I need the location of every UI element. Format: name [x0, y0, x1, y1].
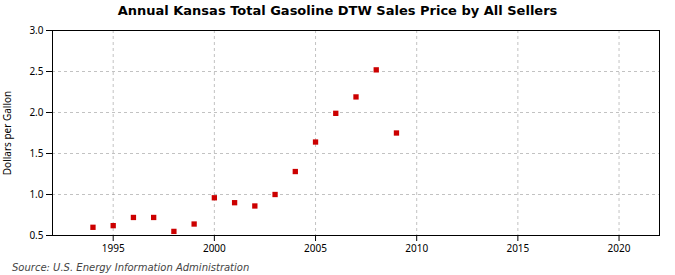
svg-text:2000: 2000: [203, 241, 226, 255]
svg-text:2.0: 2.0: [29, 105, 43, 119]
svg-text:3.0: 3.0: [29, 23, 43, 37]
svg-text:2005: 2005: [304, 241, 327, 255]
svg-text:2.5: 2.5: [29, 64, 43, 78]
html-text:Source: U.S. Energy Informatio: Source: U.S. Energy Information Administ…: [12, 262, 250, 273]
html-text:Annual Kansas Total Gasoline D: Annual Kansas Total Gasoline DTW Sales P…: [117, 3, 558, 18]
svg-text:1.0: 1.0: [29, 187, 43, 201]
svg-text:2015: 2015: [506, 241, 529, 255]
svg-text:1.5: 1.5: [29, 146, 43, 160]
svg-text:Dollars per Gallon: Dollars per Gallon: [0, 91, 14, 175]
svg-text:2020: 2020: [608, 241, 631, 255]
svg-text:0.5: 0.5: [29, 228, 43, 242]
svg-text:1995: 1995: [102, 241, 125, 255]
svg-text:2010: 2010: [405, 241, 428, 255]
